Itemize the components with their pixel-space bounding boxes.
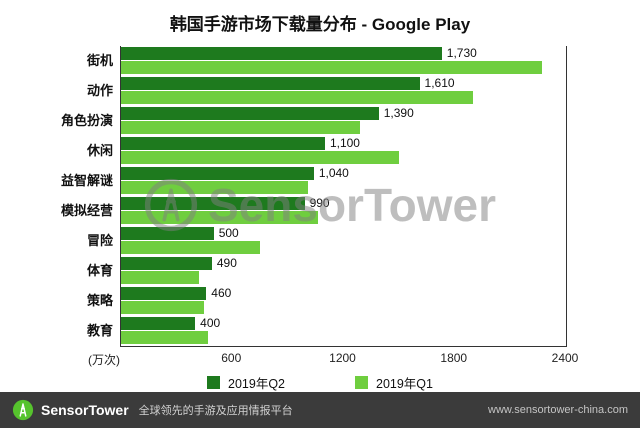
category-label: 冒险 — [86, 233, 113, 248]
x-tick-label: 600 — [221, 351, 242, 365]
footer-tagline: 全球领先的手游及应用情报平台 — [138, 405, 293, 417]
category-label: 街机 — [86, 53, 113, 68]
category-label: 动作 — [86, 83, 113, 98]
category-label: 教育 — [86, 323, 113, 338]
value-label: 500 — [218, 226, 239, 240]
value-label: 1,390 — [383, 106, 414, 120]
bar-2019-q2 — [121, 47, 442, 60]
legend-swatch-q2 — [207, 376, 221, 389]
bar-2019-q2 — [121, 167, 314, 180]
bar-2019-q2 — [121, 287, 207, 300]
chart-row: 体育 490 — [87, 256, 566, 286]
chart-row: 街机 1,730 — [87, 46, 566, 76]
chart-row: 冒险 500 — [87, 226, 566, 256]
bar-2019-q1 — [121, 241, 261, 254]
x-tick-label: 1800 — [440, 351, 468, 365]
chart-row: 角色扮演 1,390 — [61, 106, 566, 136]
bar-2019-q1 — [121, 121, 361, 134]
category-label: 体育 — [86, 263, 113, 278]
chart-title: 韩国手游市场下载量分布 - Google Play — [169, 15, 471, 34]
bar-2019-q1 — [121, 331, 209, 344]
bar-2019-q1 — [121, 91, 474, 104]
bar-2019-q2 — [121, 257, 212, 270]
legend-item-q2: 2019年Q2 — [207, 373, 285, 392]
category-label: 益智解谜 — [60, 173, 113, 188]
chart-row: 模拟经营 990 — [61, 196, 566, 226]
category-label: 策略 — [86, 293, 113, 308]
bar-2019-q2 — [121, 317, 196, 330]
bar-2019-q2 — [121, 227, 214, 240]
value-label: 490 — [216, 256, 237, 270]
bar-2019-q1 — [121, 211, 318, 224]
value-label: 1,100 — [329, 136, 360, 150]
chart-row: 休闲 1,100 — [87, 136, 566, 166]
bar-2019-q2 — [121, 77, 420, 90]
x-axis-unit-label: (万次) — [88, 353, 120, 367]
category-label: 休闲 — [86, 143, 113, 158]
chart-row: 教育 400 — [87, 316, 566, 346]
value-label: 1,730 — [446, 46, 477, 60]
chart-row: 益智解谜 1,040 — [61, 166, 566, 196]
chart-row: 动作 1,610 — [87, 76, 566, 106]
value-label: 990 — [309, 196, 330, 210]
x-axis-ticks: 600 1200 1800 2400 — [120, 351, 578, 367]
legend: 2019年Q2 2019年Q1 — [0, 373, 640, 392]
value-label: 1,040 — [318, 166, 349, 180]
bar-2019-q1 — [121, 301, 205, 314]
category-label: 角色扮演 — [60, 113, 113, 128]
legend-swatch-q1 — [355, 376, 368, 389]
footer-url[interactable]: www.sensortower-china.com — [488, 404, 628, 416]
value-label: 460 — [211, 286, 232, 300]
x-tick-label: 2400 — [551, 351, 579, 365]
value-label: 1,610 — [424, 76, 455, 90]
footer-brand: SensorTower — [41, 402, 129, 418]
legend-item-q1: 2019年Q1 — [355, 373, 433, 392]
plot-area: 街机 1,730 动作 1,610 角色扮演 1,390 休闲 1,100 益智解谜 1,040 模… — [61, 46, 567, 347]
bar-2019-q2 — [121, 137, 325, 150]
bar-2019-q2 — [121, 107, 379, 120]
value-label: 400 — [200, 316, 221, 330]
bar-2019-q1 — [121, 151, 400, 164]
bar-2019-q1 — [121, 181, 309, 194]
category-label: 模拟经营 — [60, 203, 113, 218]
footer-bar: SensorTower 全球领先的手游及应用情报平台 www.sensortow… — [0, 392, 640, 428]
bar-2019-q1 — [121, 61, 542, 74]
bar-2019-q1 — [121, 271, 199, 284]
bar-2019-q2 — [121, 197, 305, 210]
legend-label-q1: 2019年Q1 — [376, 377, 433, 391]
legend-label-q2: 2019年Q2 — [228, 377, 285, 391]
sensortower-logo-icon — [12, 399, 34, 421]
chart-row: 策略 460 — [87, 286, 566, 316]
x-tick-label: 1200 — [329, 351, 356, 365]
